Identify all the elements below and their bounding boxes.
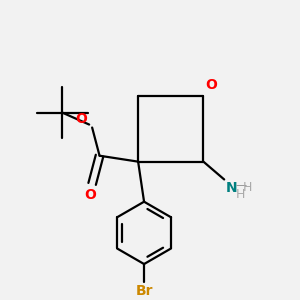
Text: O: O [75, 112, 87, 126]
Text: —: — [236, 180, 247, 190]
Text: Br: Br [135, 284, 153, 298]
Text: N: N [226, 181, 237, 195]
Text: H: H [243, 181, 252, 194]
Text: O: O [85, 188, 97, 203]
Text: O: O [205, 78, 217, 92]
Text: H: H [236, 188, 245, 201]
